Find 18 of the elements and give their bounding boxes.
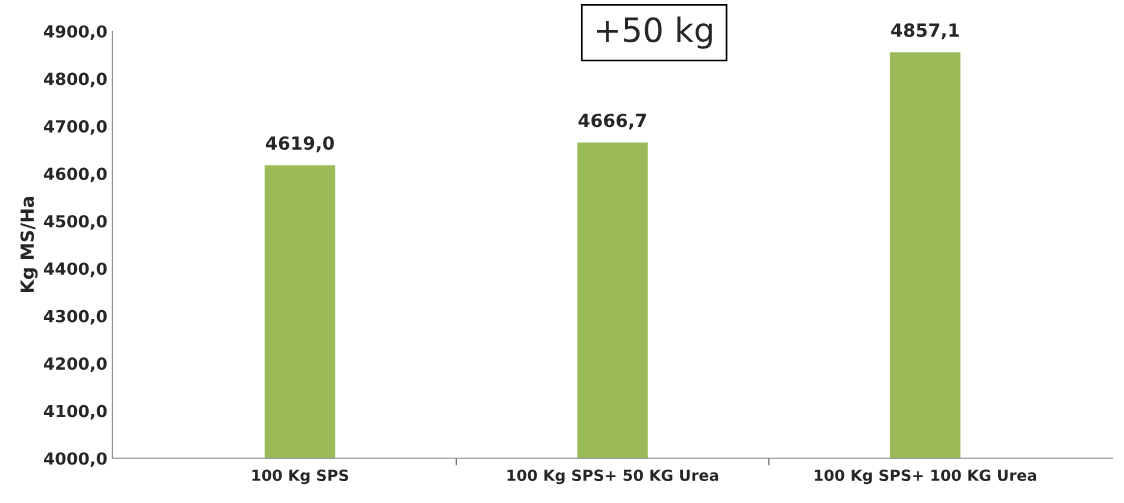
- y-tick-label: 4300,0: [43, 309, 107, 325]
- data-label: 4619,0: [265, 136, 334, 153]
- x-tick-label: 100 Kg SPS: [252, 469, 349, 485]
- y-tick-label: 4800,0: [43, 72, 107, 88]
- y-tick-label: 4700,0: [43, 120, 107, 135]
- data-label: 4666,7: [578, 113, 646, 130]
- y-axis-title: Kg MS/Ha: [20, 197, 38, 293]
- y-tick-label: 4200,0: [43, 357, 107, 373]
- annotation: +50 kg: [597, 16, 712, 49]
- y-tick-label: 4900,0: [43, 25, 107, 40]
- y-tick-label: 4400,0: [43, 262, 107, 278]
- data-label: 4857,1: [891, 23, 959, 40]
- y-tick-label: 4000,0: [43, 452, 107, 467]
- y-tick-label: 4100,0: [43, 404, 107, 420]
- x-tick-label: 100 Kg SPS+ 50 KG Urea: [507, 469, 719, 485]
- x-tick-label: 100 Kg SPS+ 100 KG Urea: [814, 469, 1037, 485]
- y-tick-label: 4500,0: [43, 214, 107, 230]
- y-tick-label: 4600,0: [43, 167, 107, 183]
